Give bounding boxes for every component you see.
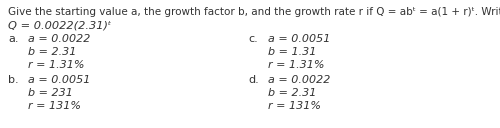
Text: b = 2.31: b = 2.31 <box>28 47 76 57</box>
Text: a = 0.0022: a = 0.0022 <box>268 75 330 85</box>
Text: b = 2.31: b = 2.31 <box>268 88 316 98</box>
Text: b = 231: b = 231 <box>28 88 73 98</box>
Text: a = 0.0051: a = 0.0051 <box>268 34 330 44</box>
Text: c.: c. <box>248 34 258 44</box>
Text: r = 1.31%: r = 1.31% <box>268 60 324 70</box>
Text: r = 131%: r = 131% <box>28 101 81 111</box>
Text: Give the starting value a, the growth factor b, and the growth rate r if Q = abᵗ: Give the starting value a, the growth fa… <box>8 7 500 17</box>
Text: r = 131%: r = 131% <box>268 101 321 111</box>
Text: Q = 0.0022(2.31)ᵗ: Q = 0.0022(2.31)ᵗ <box>8 20 112 30</box>
Text: b.: b. <box>8 75 18 85</box>
Text: a = 0.0051: a = 0.0051 <box>28 75 90 85</box>
Text: a.: a. <box>8 34 18 44</box>
Text: b = 1.31: b = 1.31 <box>268 47 316 57</box>
Text: r = 1.31%: r = 1.31% <box>28 60 84 70</box>
Text: a = 0.0022: a = 0.0022 <box>28 34 90 44</box>
Text: d.: d. <box>248 75 259 85</box>
